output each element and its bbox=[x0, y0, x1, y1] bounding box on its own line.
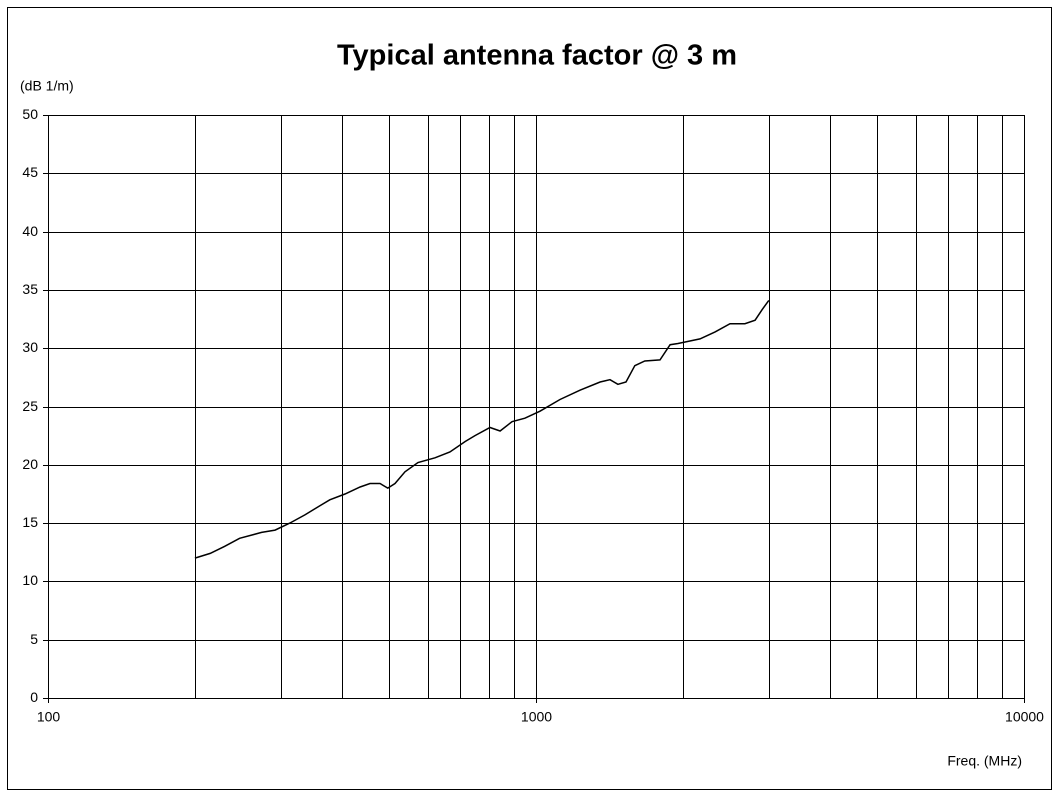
y-tick-label: 35 bbox=[22, 281, 38, 297]
y-tick-label: 10 bbox=[22, 572, 38, 588]
y-tick-label: 45 bbox=[22, 164, 38, 180]
x-tick-label: 1000 bbox=[521, 709, 552, 725]
y-tick-label: 15 bbox=[22, 514, 38, 530]
x-axis-label: Freq. (MHz) bbox=[947, 753, 1022, 769]
plot-border bbox=[48, 115, 1025, 699]
y-tick-label: 5 bbox=[30, 631, 38, 647]
chart-title: Typical antenna factor @ 3 m bbox=[337, 40, 737, 72]
y-tick-label: 20 bbox=[22, 456, 38, 472]
chart-frame bbox=[7, 7, 1052, 790]
data-line bbox=[194, 299, 770, 559]
y-tick-label: 50 bbox=[22, 106, 38, 122]
y-tick-label: 0 bbox=[30, 689, 38, 705]
y-tick-label: 30 bbox=[22, 339, 38, 355]
y-tick-label: 25 bbox=[22, 398, 38, 414]
x-tick-label: 10000 bbox=[1005, 709, 1044, 725]
y-axis-label: (dB 1/m) bbox=[20, 78, 74, 94]
y-tick-label: 40 bbox=[22, 223, 38, 239]
x-tick-label: 100 bbox=[37, 709, 61, 725]
